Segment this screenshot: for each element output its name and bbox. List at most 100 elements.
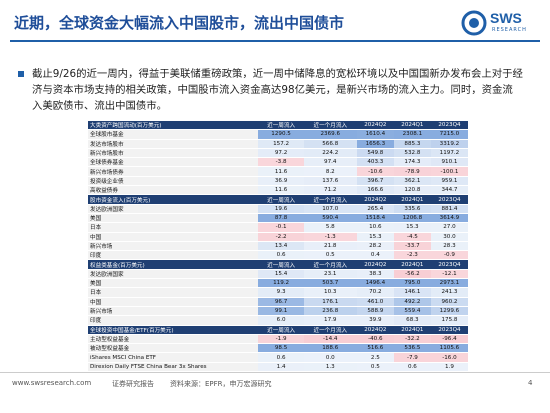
section-header: 大类资产跨国流动(百万美元) 近一周流入 近一个月流入 2024Q2 2024Q1 202… [88, 121, 468, 131]
value-cell: 174.3 [393, 157, 431, 168]
value-cell: 10.6 [356, 222, 394, 233]
value-cell: 99.1 [258, 306, 304, 317]
value-cell: 97.4 [303, 157, 357, 168]
header-cell: 近一个月流入 [303, 325, 357, 335]
value-cell: 120.8 [393, 185, 431, 196]
value-cell: -14.4 [303, 334, 357, 345]
value-cell: 1656.3 [356, 139, 394, 149]
section-header: 股市资金流入(百万美元) 近一周流入 近一个月流入 2024Q2 2024Q1 2023Q… [88, 194, 468, 205]
value-cell: 28.3 [430, 241, 468, 252]
value-cell: 166.6 [356, 185, 394, 196]
table-row: 发达欧洲国家 19.6 107.0 265.4 335.6 881.4 [88, 204, 468, 214]
value-cell: 137.6 [303, 176, 357, 187]
logo-text: SWS [490, 10, 522, 26]
value-cell: 224.2 [303, 148, 357, 159]
slide-title: 近期，全球资金大幅流入中国股市，流出中国债市 [14, 14, 345, 32]
value-cell: -32.2 [393, 334, 431, 345]
table-row: iShares MSCI China ETF 0.6 0.0 2.5 -7.9 -16.0 [88, 352, 468, 363]
value-cell: 236.8 [303, 306, 357, 317]
header-cell: 2023Q4 [430, 259, 468, 270]
logo: SWS RESEARCH [461, 8, 536, 38]
table-row: Direxion Daily FTSE China Bear 3x Shares… [88, 362, 468, 373]
title-rule [10, 40, 540, 42]
value-cell: 910.1 [430, 157, 468, 168]
header-cell: 2024Q2 [356, 325, 394, 335]
header-cell: 大类资产跨国流动(百万美元) [88, 121, 259, 131]
header-cell: 全球投资中国基金/ETF(百万美元) [88, 325, 259, 335]
value-cell: 0.5 [356, 362, 394, 373]
bullet: 截止9/26的近一周内，得益于美联储重磅政策，近一周中储降息的宽松环境以及中国国… [18, 66, 523, 114]
value-cell: 0.0 [303, 352, 357, 363]
value-cell: -16.0 [430, 352, 468, 363]
value-cell: 536.5 [393, 343, 431, 354]
bullet-text: 截止9/26的近一周内，得益于美联储重磅政策，近一周中储降息的宽松环境以及中国国… [32, 68, 523, 112]
value-cell: 881.4 [430, 204, 468, 214]
value-cell: 1518.4 [356, 213, 394, 224]
value-cell: 5.8 [303, 222, 357, 233]
value-cell: 28.2 [356, 241, 394, 252]
row-label: 发达欧洲国家 [88, 204, 259, 214]
header-cell: 2024Q1 [393, 259, 431, 270]
value-cell: 532.8 [393, 148, 431, 159]
value-cell: 960.2 [430, 297, 468, 307]
value-cell: 516.6 [356, 343, 394, 354]
value-cell: -10.6 [356, 166, 394, 177]
table-row: 全球股市基金 1290.5 2369.6 1610.4 2308.1 7215.0 [88, 129, 468, 140]
value-cell: 0.6 [393, 362, 431, 373]
value-cell: 1206.8 [393, 213, 431, 224]
value-cell: 30.0 [430, 232, 468, 242]
flow-table: 大类资产跨国流动(百万美元) 近一周流入 近一个月流入 2024Q2 2024Q1 202… [88, 121, 468, 373]
value-cell: 265.4 [356, 204, 394, 214]
value-cell: 795.0 [393, 278, 431, 289]
value-cell: 8.2 [303, 166, 357, 177]
table-row: 新兴市场 13.4 21.8 28.2 -33.7 28.3 [88, 241, 468, 252]
table-row: 被动型权益基金 98.5 188.6 516.6 536.5 1105.6 [88, 343, 468, 354]
value-cell: 11.6 [258, 166, 304, 177]
value-cell: 39.9 [356, 315, 394, 326]
value-cell: 176.1 [303, 297, 357, 307]
footer-source: 资料来源：EPFR，申万宏源研究 [170, 380, 272, 388]
table-row: 美国 119.2 503.7 1496.4 795.0 2973.1 [88, 278, 468, 289]
row-label: 印度 [88, 315, 259, 326]
value-cell: -1.9 [258, 334, 304, 345]
value-cell: 157.2 [258, 139, 304, 149]
value-cell: 1.3 [303, 362, 357, 373]
value-cell: 9.3 [258, 287, 304, 298]
value-cell: -1.3 [303, 232, 357, 242]
value-cell: 19.6 [258, 204, 304, 214]
row-label: 中国 [88, 297, 259, 307]
header-cell: 近一周流入 [258, 325, 304, 335]
value-cell: -12.1 [430, 269, 468, 280]
row-label: 发达市场股市 [88, 139, 259, 149]
value-cell: 1.4 [258, 362, 304, 373]
table-row: 新兴市场债券 11.6 8.2 -10.6 -78.9 -100.1 [88, 166, 468, 177]
value-cell: 119.2 [258, 278, 304, 289]
row-label: 主动型权益基金 [88, 334, 259, 345]
row-label: 高收益债券 [88, 185, 259, 196]
table-row: 印度 6.0 17.9 39.9 68.3 175.8 [88, 315, 468, 326]
table-row: 日本 -0.1 5.8 10.6 15.3 27.0 [88, 222, 468, 233]
row-label: 新兴市场 [88, 306, 259, 317]
section-header: 权益类基金(百万美元) 近一周流入 近一个月流入 2024Q2 2024Q1 2023Q4 [88, 259, 468, 270]
logo-sub: RESEARCH [492, 27, 527, 33]
value-cell: 70.2 [356, 287, 394, 298]
value-cell: 38.3 [356, 269, 394, 280]
value-cell: 87.8 [258, 213, 304, 224]
header-cell: 2024Q1 [393, 325, 431, 335]
value-cell: 27.0 [430, 222, 468, 233]
value-cell: -33.7 [393, 241, 431, 252]
value-cell: 1610.4 [356, 129, 394, 140]
value-cell: 588.9 [356, 306, 394, 317]
table-row: 新兴市场 99.1 236.8 588.9 559.4 1299.6 [88, 306, 468, 317]
row-label: 印度 [88, 250, 259, 261]
value-cell: -56.2 [393, 269, 431, 280]
value-cell: 0.4 [356, 250, 394, 261]
value-cell: 15.4 [258, 269, 304, 280]
table-row: 高收益债券 11.6 71.2 166.6 120.8 344.7 [88, 185, 468, 196]
value-cell: 362.1 [393, 176, 431, 187]
section-header: 全球投资中国基金/ETF(百万美元) 近一周流入 近一个月流入 2024Q2 2024Q… [88, 325, 468, 335]
value-cell: 335.6 [393, 204, 431, 214]
value-cell: 1105.6 [430, 343, 468, 354]
row-label: 美国 [88, 213, 259, 224]
